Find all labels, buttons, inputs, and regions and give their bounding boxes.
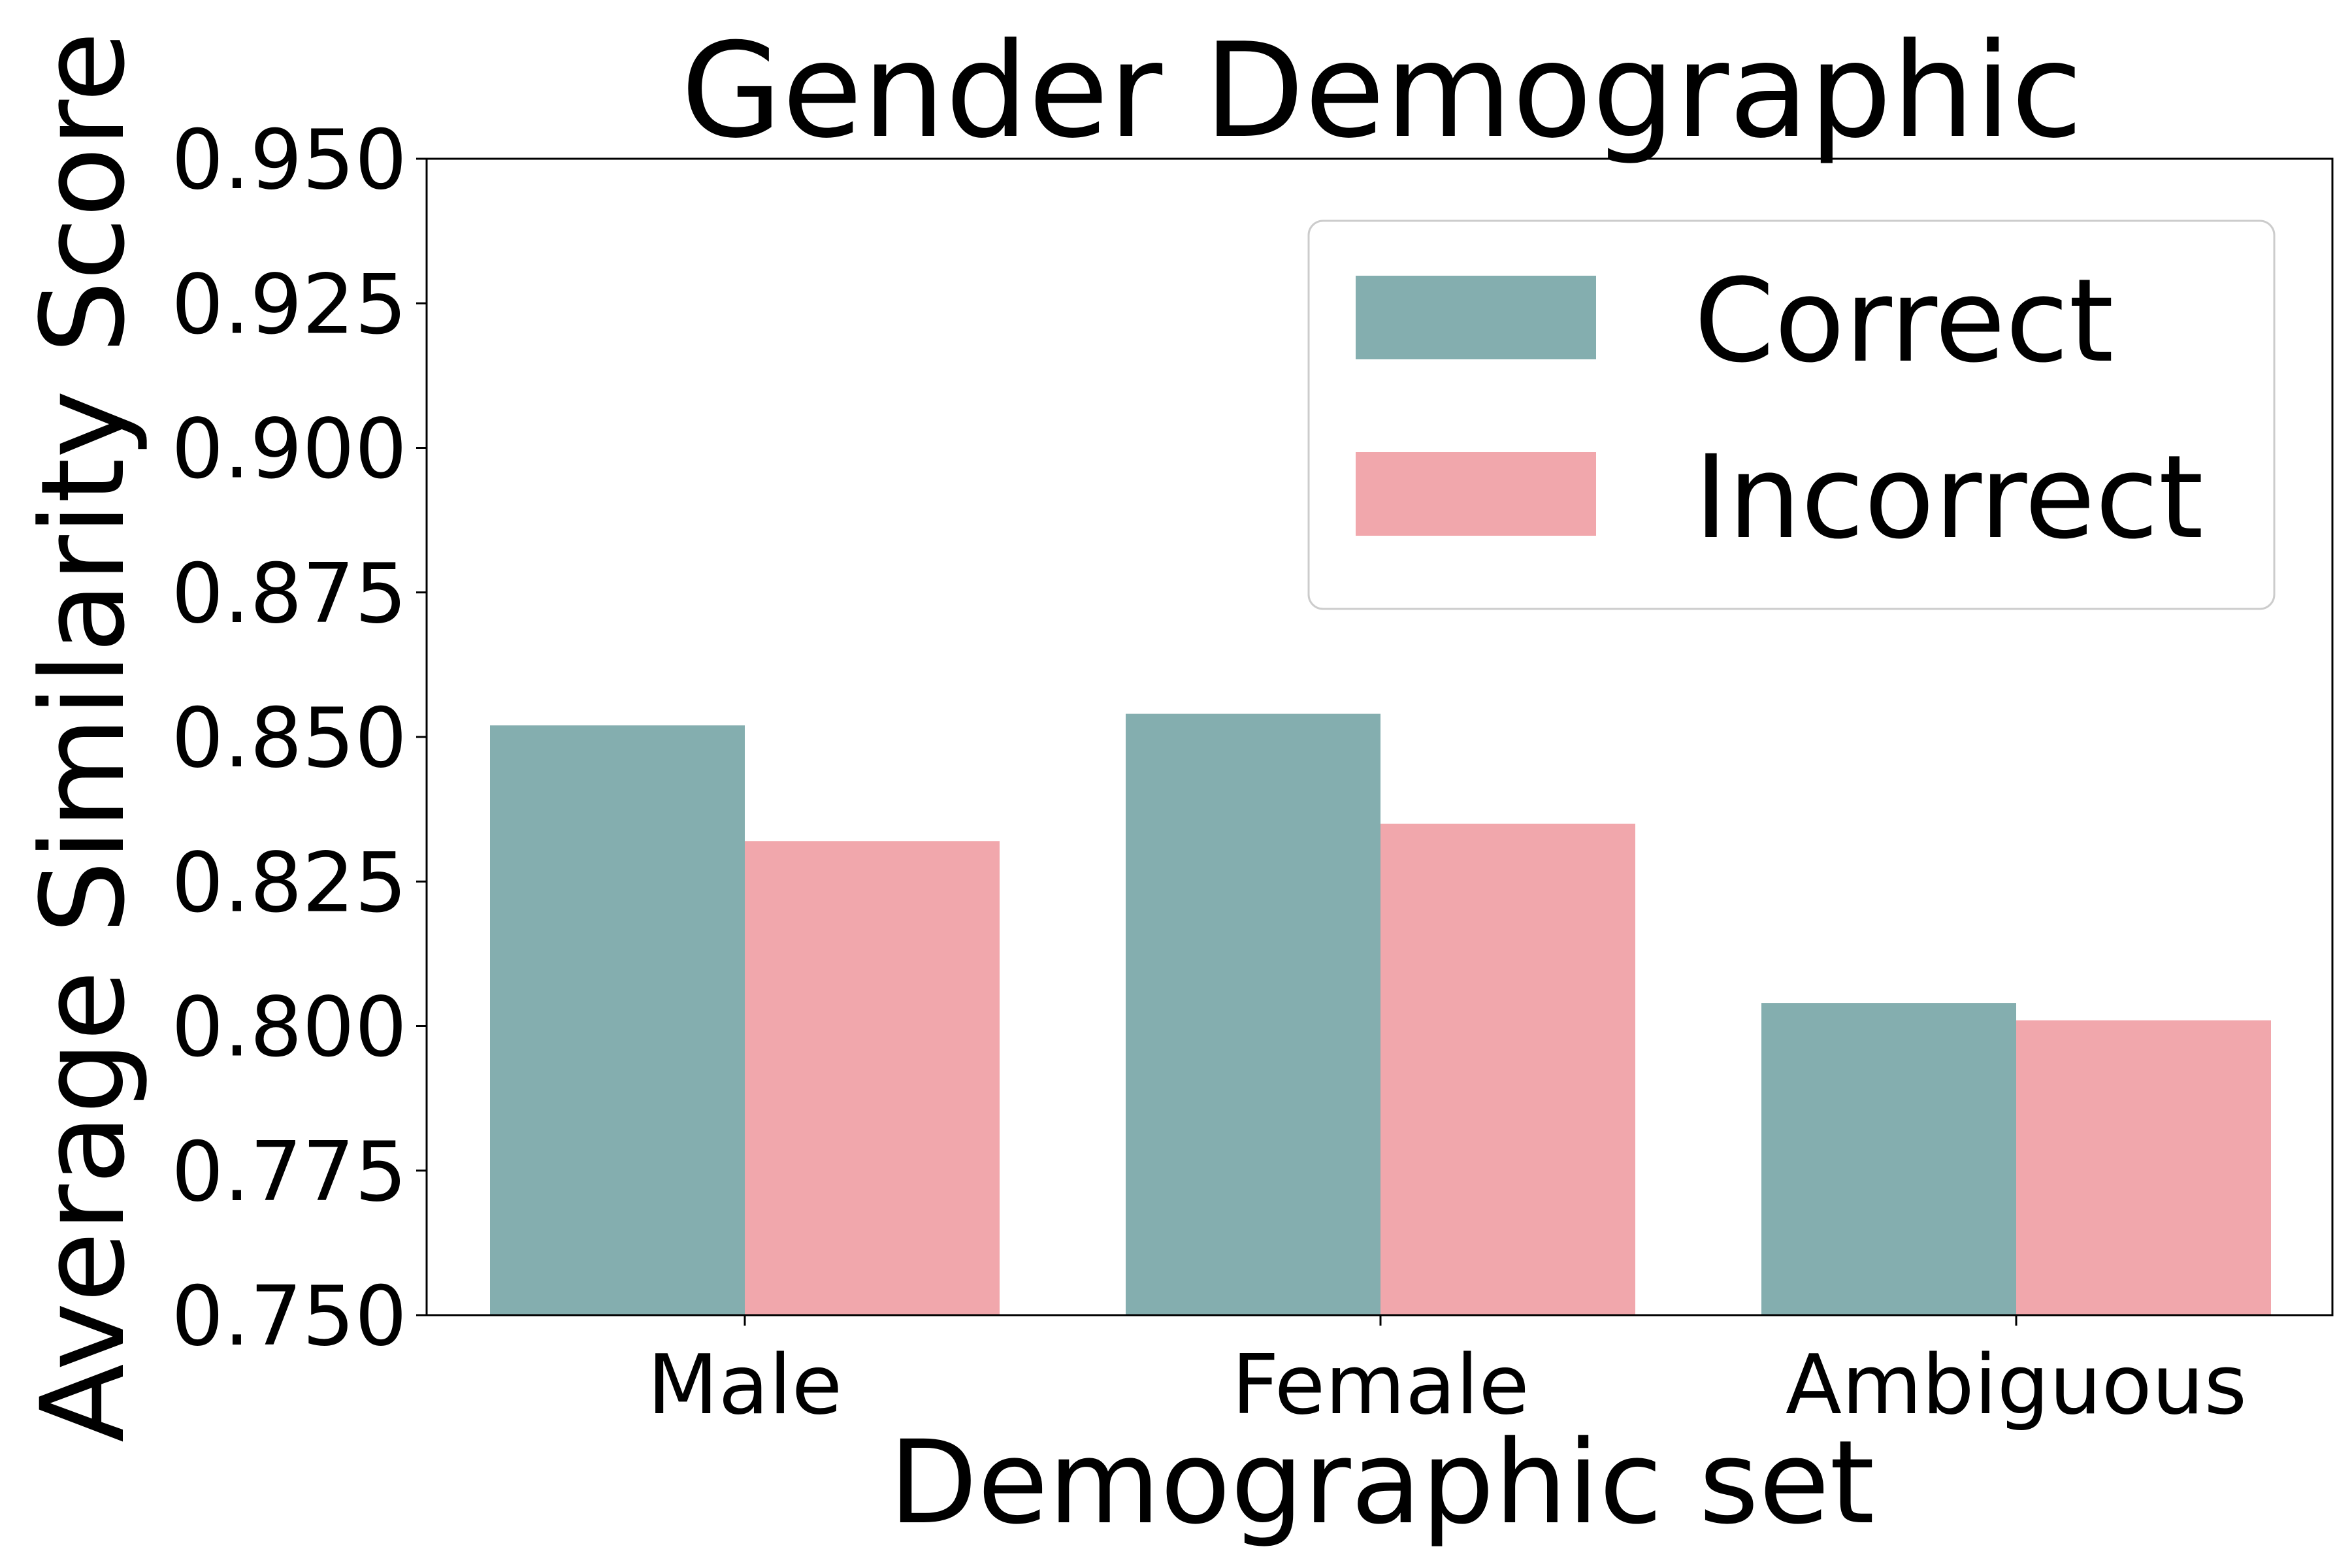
x-axis-ticks: Male Female Ambiguous xyxy=(647,1315,2247,1433)
y-tick-label: 0.925 xyxy=(171,256,407,352)
x-tick-label: Female xyxy=(1232,1337,1529,1433)
y-tick-label: 0.875 xyxy=(171,546,407,642)
y-tick-label: 0.775 xyxy=(171,1124,407,1220)
y-tick-label: 0.750 xyxy=(171,1268,407,1364)
legend-label-incorrect: Incorrect xyxy=(1694,431,2204,564)
legend-swatch-correct xyxy=(1356,276,1596,359)
y-tick-label: 0.850 xyxy=(171,690,407,786)
bar-incorrect-male xyxy=(745,841,1000,1315)
x-tick-label: Ambiguous xyxy=(1786,1337,2247,1433)
bar-incorrect-ambiguous xyxy=(2016,1020,2271,1315)
legend: Correct Incorrect xyxy=(1307,220,2276,610)
x-axis-label: Demographic set xyxy=(889,1416,1875,1550)
x-tick-label: Male xyxy=(647,1337,842,1433)
y-tick-label: 0.800 xyxy=(171,979,407,1075)
bar-incorrect-female xyxy=(1380,823,1635,1315)
bars-group xyxy=(490,713,2271,1315)
y-tick-label: 0.950 xyxy=(171,112,407,208)
legend-label-correct: Correct xyxy=(1694,254,2114,388)
legend-swatch-incorrect xyxy=(1356,452,1596,536)
y-axis-label: Average Similarity Score xyxy=(16,31,150,1443)
chart-title: Gender Demographic xyxy=(681,15,2083,167)
y-axis-ticks: 0.750 0.775 0.800 0.825 0.850 0.875 0.900 0.925… xyxy=(171,112,427,1364)
bar-correct-female xyxy=(1126,713,1380,1315)
y-tick-label: 0.825 xyxy=(171,834,407,930)
y-tick-label: 0.900 xyxy=(171,401,407,497)
bar-correct-ambiguous xyxy=(1761,1003,2016,1315)
bar-correct-male xyxy=(490,725,745,1315)
